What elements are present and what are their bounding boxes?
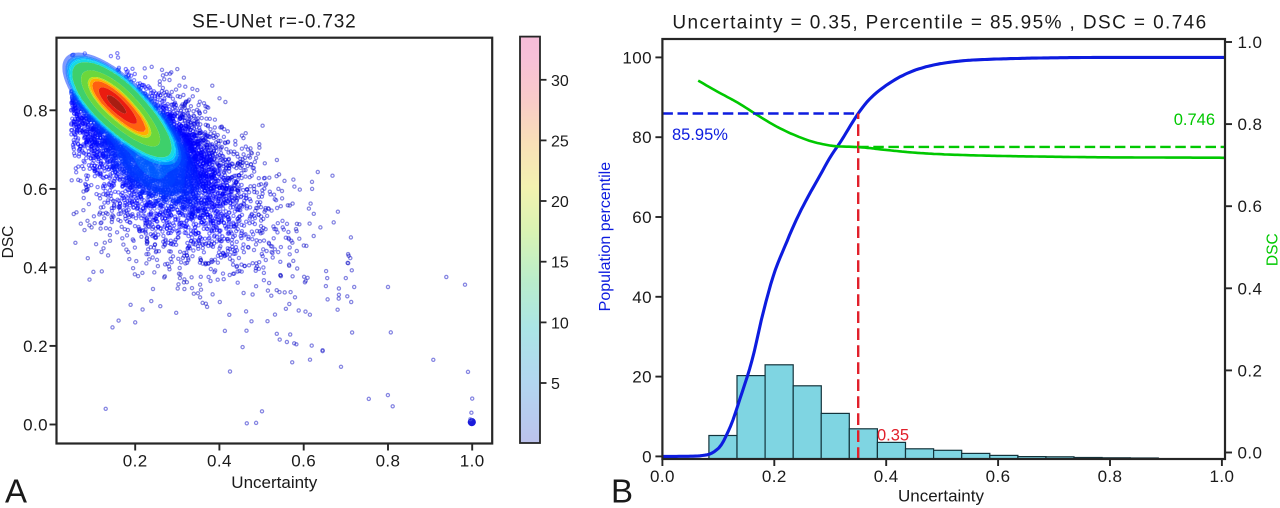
svg-text:0.0: 0.0 [650, 467, 675, 486]
svg-text:0.4: 0.4 [874, 467, 899, 486]
svg-text:0.6: 0.6 [291, 452, 316, 471]
svg-text:40: 40 [632, 288, 652, 307]
svg-text:1.0: 1.0 [1238, 33, 1263, 52]
svg-text:0.6: 0.6 [23, 180, 48, 199]
svg-text:0.8: 0.8 [23, 101, 48, 120]
svg-text:0.2: 0.2 [1238, 361, 1263, 380]
svg-text:1.0: 1.0 [460, 452, 485, 471]
svg-text:15: 15 [551, 255, 569, 272]
svg-text:0.746: 0.746 [1174, 111, 1215, 129]
svg-text:DSC: DSC [0, 226, 17, 259]
svg-text:B: B [611, 472, 633, 508]
svg-text:0.6: 0.6 [1238, 197, 1263, 216]
svg-text:Uncertainty: Uncertainty [231, 473, 317, 492]
svg-text:DSC: DSC [1265, 233, 1280, 266]
svg-text:0.4: 0.4 [23, 258, 48, 277]
svg-text:5: 5 [551, 376, 560, 393]
svg-text:Uncertainty = 0.35, Percentile: Uncertainty = 0.35, Percentile = 85.95% … [672, 13, 1207, 34]
svg-text:100: 100 [622, 48, 652, 67]
svg-text:10: 10 [551, 315, 569, 332]
svg-text:Population percentile: Population percentile [597, 162, 614, 312]
svg-text:20: 20 [632, 368, 652, 387]
svg-text:80: 80 [632, 128, 652, 147]
svg-text:0.35: 0.35 [877, 427, 909, 445]
svg-text:0.0: 0.0 [1238, 444, 1263, 463]
svg-text:Uncertainty: Uncertainty [898, 487, 984, 506]
svg-text:0.0: 0.0 [23, 416, 48, 435]
svg-text:0.8: 0.8 [1238, 115, 1263, 134]
svg-text:0.4: 0.4 [207, 452, 232, 471]
svg-text:0.4: 0.4 [1238, 279, 1263, 298]
svg-text:0.6: 0.6 [986, 467, 1011, 486]
svg-text:SE-UNet r=-0.732: SE-UNet r=-0.732 [192, 12, 356, 33]
svg-text:20: 20 [551, 194, 569, 211]
svg-text:30: 30 [551, 73, 569, 90]
svg-text:60: 60 [632, 208, 652, 227]
svg-text:0.2: 0.2 [123, 452, 148, 471]
svg-text:85.95%: 85.95% [672, 126, 728, 144]
svg-text:0.2: 0.2 [23, 337, 48, 356]
svg-text:A: A [5, 472, 27, 508]
svg-text:0.8: 0.8 [1098, 467, 1123, 486]
svg-text:0.2: 0.2 [762, 467, 787, 486]
svg-text:1.0: 1.0 [1209, 467, 1234, 486]
svg-text:0.8: 0.8 [376, 452, 401, 471]
svg-text:25: 25 [551, 133, 569, 150]
svg-text:0: 0 [642, 447, 652, 466]
